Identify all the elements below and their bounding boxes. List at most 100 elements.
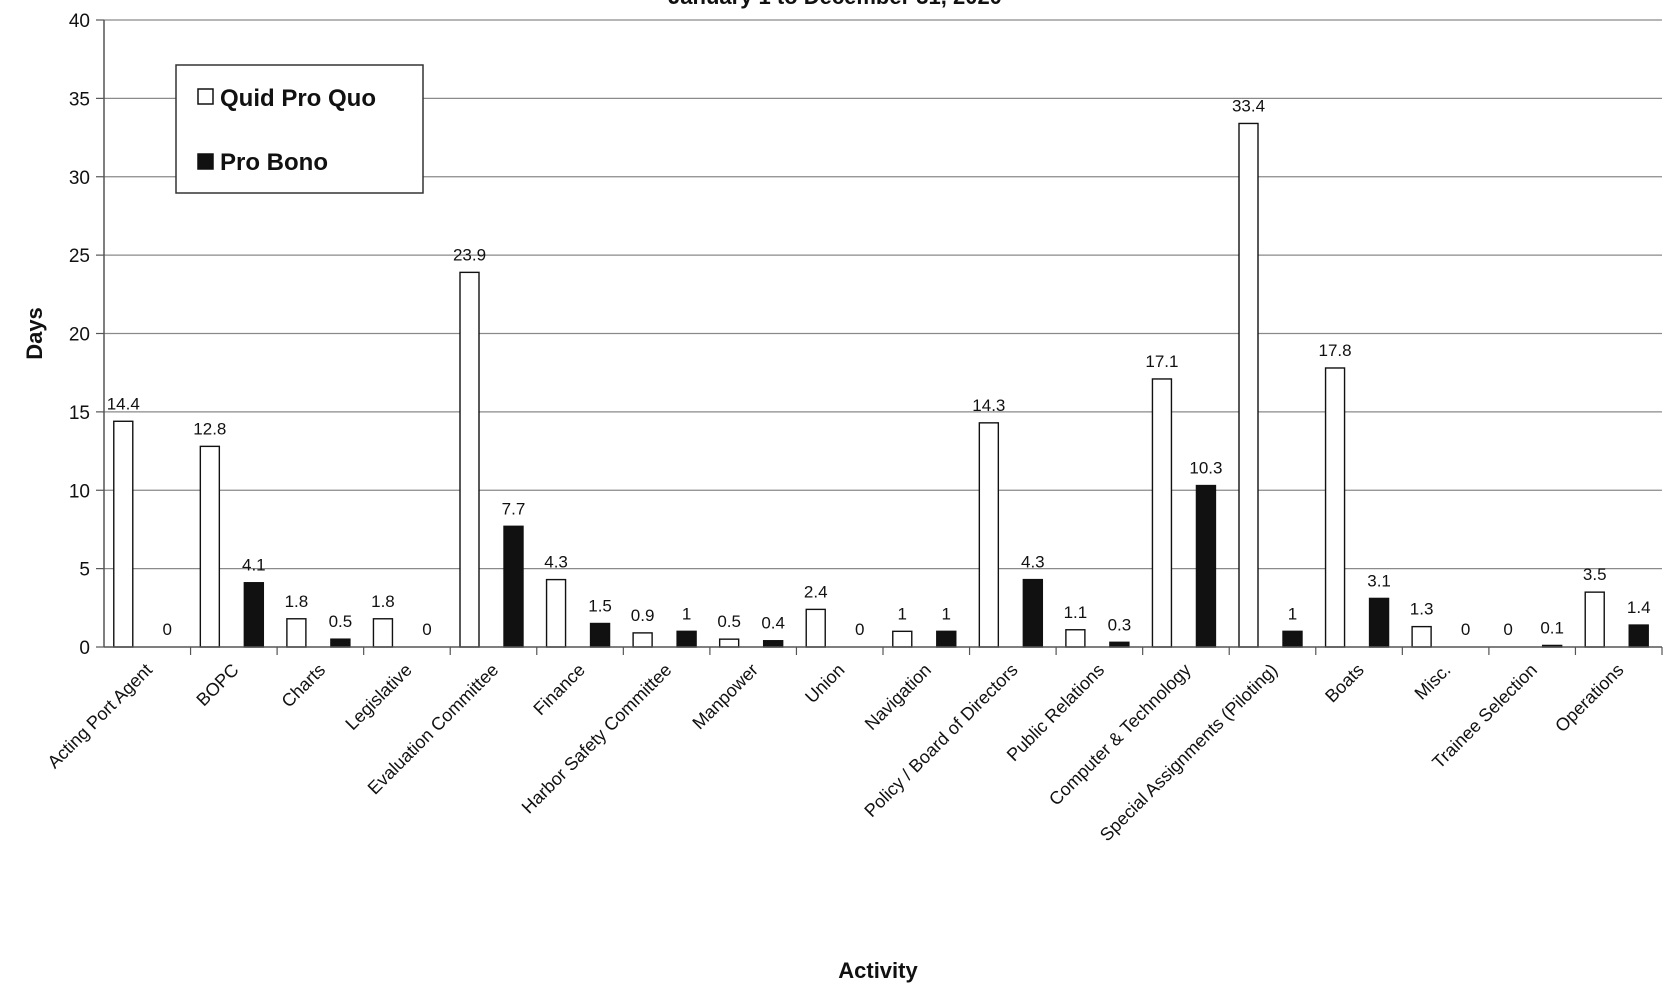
chart-subtitle: January 1 to December 31, 2020 xyxy=(668,0,1002,9)
bar-pro-bono xyxy=(936,630,957,648)
data-label: 0 xyxy=(1461,620,1470,639)
data-label: 2.4 xyxy=(804,582,828,601)
bar-pro-bono xyxy=(1368,597,1390,648)
data-label: 1.4 xyxy=(1627,598,1651,617)
bar-pro-bono xyxy=(503,525,524,648)
x-tick-label: Harbor Safety Committee xyxy=(518,660,676,818)
data-label: 23.9 xyxy=(453,245,486,264)
data-label: 7.7 xyxy=(502,499,526,518)
bar-pro-bono xyxy=(330,638,351,648)
data-label: 1.8 xyxy=(285,592,309,611)
legend-swatch-quid-pro-quo xyxy=(197,88,214,105)
data-label: 4.1 xyxy=(242,556,266,575)
bar-quid-pro-quo xyxy=(286,618,307,648)
legend-label-pro-bono: Pro Bono xyxy=(220,149,328,176)
x-tick-label: Special Assignments (Piloting) xyxy=(1096,660,1281,845)
x-tick-label: Navigation xyxy=(861,660,935,734)
data-label: 1.8 xyxy=(371,592,395,611)
data-label: 0 xyxy=(1503,620,1512,639)
y-tick-label: 25 xyxy=(69,246,90,267)
bar-pro-bono xyxy=(243,582,265,648)
y-tick-label: 35 xyxy=(69,89,90,110)
x-tick-label: Operations xyxy=(1551,660,1627,736)
y-tick-label: 30 xyxy=(69,168,90,189)
bar-pro-bono xyxy=(1628,624,1649,648)
data-label: 14.4 xyxy=(107,394,140,413)
bar-quid-pro-quo xyxy=(1324,367,1346,648)
data-label: 14.3 xyxy=(972,396,1005,415)
y-axis-title: Days xyxy=(22,307,47,360)
y-tick-label: 5 xyxy=(79,560,90,581)
x-tick-label: Computer & Technology xyxy=(1045,660,1195,810)
bar-quid-pro-quo xyxy=(1238,122,1259,648)
x-axis-title: Activity xyxy=(838,958,918,983)
bar-quid-pro-quo xyxy=(1584,591,1605,648)
data-label: 1 xyxy=(942,604,951,623)
y-tick-label: 0 xyxy=(79,638,90,659)
legend-box xyxy=(175,64,424,194)
legend-label-quid-pro-quo: Quid Pro Quo xyxy=(220,85,376,112)
bar-quid-pro-quo xyxy=(545,578,567,648)
data-label: 0.9 xyxy=(631,606,655,625)
data-label: 1.3 xyxy=(1410,600,1434,619)
bar-quid-pro-quo xyxy=(1411,625,1432,648)
data-label: 0 xyxy=(855,620,864,639)
bar-quid-pro-quo xyxy=(978,422,1000,648)
x-tick-label: Legislative xyxy=(341,660,415,734)
data-labels: 14.4 0 12.8 4.1 1.8 0.5 1.8 0 23.9 7.7 4.3 1.5 0.9 1 0… xyxy=(107,96,1651,639)
data-label: 1.1 xyxy=(1064,603,1088,622)
bar-pro-bono xyxy=(589,622,611,648)
x-tick-label: Policy / Board of Directors xyxy=(860,660,1021,821)
data-label: 3.5 xyxy=(1583,565,1607,584)
x-axis-labels: Acting Port Agent BOPC Charts LegislativeEv… xyxy=(44,647,1663,845)
x-tick-label: Misc. xyxy=(1411,660,1455,704)
bar-quid-pro-quo xyxy=(805,608,826,648)
legend: Quid Pro Quo Pro Bono xyxy=(175,64,424,194)
data-label: 0.5 xyxy=(717,612,741,631)
bar-quid-pro-quo xyxy=(718,638,740,648)
bar-quid-pro-quo xyxy=(459,271,480,648)
bar-quid-pro-quo xyxy=(1065,629,1086,648)
y-tick-label: 10 xyxy=(69,481,90,502)
legend-swatch-pro-bono xyxy=(197,153,214,170)
data-label: 0 xyxy=(422,620,431,639)
data-label: 1 xyxy=(682,604,691,623)
data-label: 1.5 xyxy=(588,596,612,615)
bar-pro-bono xyxy=(762,640,784,648)
x-tick-label: Finance xyxy=(529,660,588,719)
bar-quid-pro-quo xyxy=(372,618,394,648)
data-label: 0 xyxy=(163,620,172,639)
data-label: 12.8 xyxy=(193,419,226,438)
data-label: 1 xyxy=(898,604,907,623)
bar-pro-bono xyxy=(1022,578,1044,648)
y-tick-label: 40 xyxy=(69,11,90,32)
bar-quid-pro-quo xyxy=(199,445,221,648)
data-label: 17.1 xyxy=(1145,352,1178,371)
data-label: 33.4 xyxy=(1232,96,1265,115)
bar-quid-pro-quo xyxy=(892,630,913,648)
x-tick-label: Charts xyxy=(278,660,330,712)
x-tick-label: Union xyxy=(801,660,848,707)
bar-pro-bono xyxy=(676,630,697,648)
data-label: 0.3 xyxy=(1108,615,1132,634)
y-tick-label: 15 xyxy=(69,403,90,424)
data-label: 3.1 xyxy=(1367,571,1391,590)
data-label: 4.3 xyxy=(544,553,568,572)
x-tick-label: Manpower xyxy=(688,660,762,734)
data-label: 0.5 xyxy=(329,612,353,631)
bar-pro-bono xyxy=(1195,484,1217,648)
bar-pro-bono xyxy=(1282,630,1303,648)
x-tick-label: Acting Port Agent xyxy=(44,660,156,772)
data-label: 0.4 xyxy=(761,614,785,633)
y-tick-label: 20 xyxy=(69,325,90,346)
bar-quid-pro-quo xyxy=(113,420,134,648)
x-tick-label: BOPC xyxy=(192,660,242,710)
bar-quid-pro-quo xyxy=(632,632,653,648)
data-label: 17.8 xyxy=(1319,341,1352,360)
x-tick-label: Boats xyxy=(1321,660,1368,707)
bar-quid-pro-quo xyxy=(1151,378,1173,648)
data-label: 1 xyxy=(1288,604,1297,623)
data-label: 4.3 xyxy=(1021,553,1045,572)
y-axis-ticks: 0 5 10 15 20 25 30 35 40 xyxy=(69,11,104,659)
